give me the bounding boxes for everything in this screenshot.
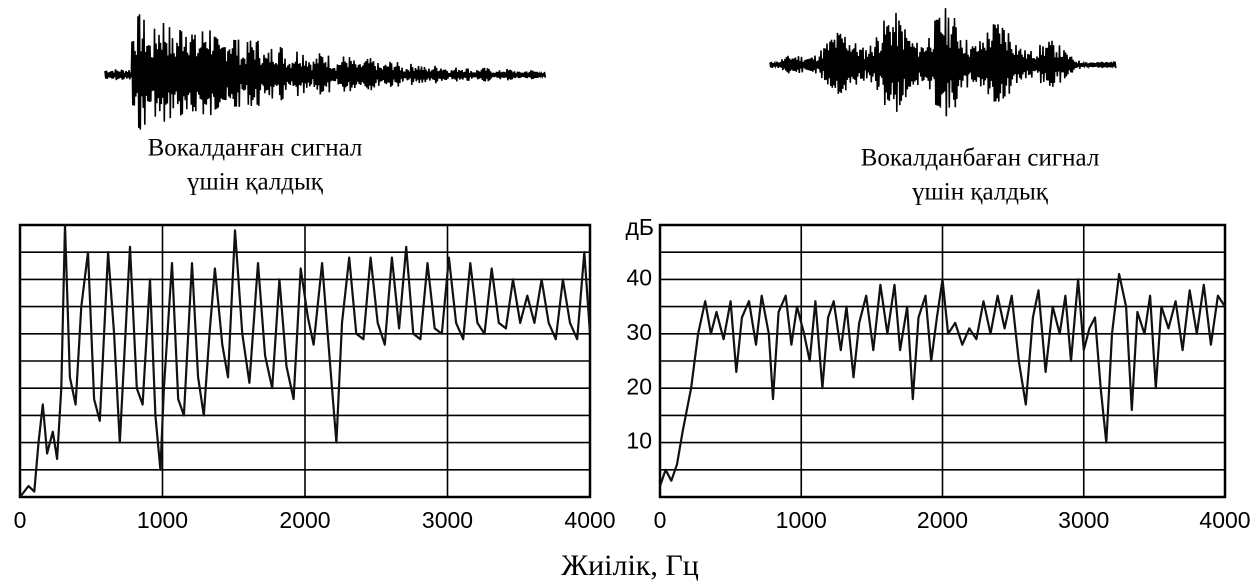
x-tick-label: 4000 [564, 507, 615, 533]
x-tick-label: 3000 [1058, 507, 1109, 533]
x-tick-label: 1000 [137, 507, 188, 533]
waveform [769, 8, 1117, 117]
chart-title: Вокалданған сигнал [148, 135, 363, 162]
x-axis-label: Жиілік, Гц [561, 549, 699, 582]
chart-title: үшін қалдық [912, 179, 1049, 206]
y-tick-label: 20 [626, 373, 652, 399]
x-tick-label: 0 [14, 507, 27, 533]
y-tick-label: 40 [626, 264, 652, 290]
y-tick-label: 10 [626, 428, 652, 454]
x-tick-label: 3000 [422, 507, 473, 533]
plot-frame [658, 223, 1227, 499]
x-tick-label: 1000 [776, 507, 827, 533]
chart-title: Вокалданбаған сигнал [861, 145, 1100, 172]
spectrum-line [658, 272, 1226, 487]
y-axis-label: дБ [625, 214, 654, 240]
x-tick-label: 0 [654, 507, 667, 533]
plot-frame [18, 223, 592, 499]
x-tick-label: 4000 [1199, 507, 1250, 533]
x-tick-label: 2000 [279, 507, 330, 533]
spectrum-line [19, 223, 592, 498]
x-tick-label: 2000 [917, 507, 968, 533]
y-tick-label: 30 [626, 319, 652, 345]
waveform [104, 14, 547, 130]
chart-title: үшін қалдық [187, 169, 324, 196]
